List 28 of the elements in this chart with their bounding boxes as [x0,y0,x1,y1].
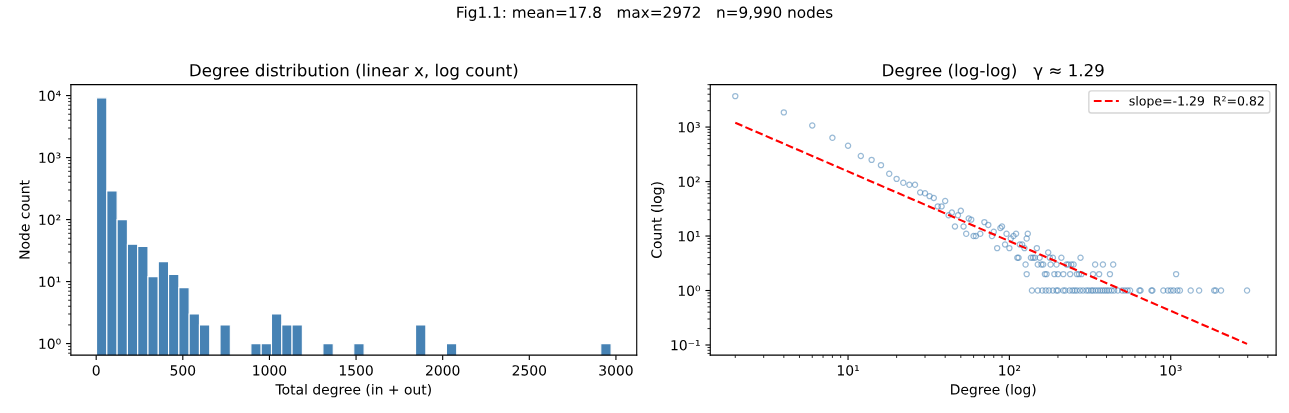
x-tick-label: 1500 [339,365,373,376]
y-tick-label: 10³ [678,122,700,133]
y-tick-label: 10¹ [39,276,61,288]
chart-title: Degree distribution (linear x, log count) [190,63,518,80]
x-tick-label: 3000 [599,365,633,376]
legend-label: slope=-1.29 R²=0.82 [1129,95,1264,109]
y-axis-title: Count (log) [650,182,665,258]
x-tick-label: 10¹ [837,365,859,376]
x-tick-label: 10² [999,365,1021,376]
y-tick-label: 10⁴ [39,90,61,102]
y-tick-label: 10² [39,214,61,226]
x-tick-label: 0 [92,365,100,376]
x-tick-label: 2500 [512,365,547,376]
x-axis-title: Total degree (in + out) [275,383,431,398]
y-tick-label: 10⁰ [678,285,701,296]
x-tick-label: 1000 [253,365,287,376]
y-tick-label: 10⁰ [39,338,61,350]
caption: Fig1.1: mean=17.8 max=2972 n=9,990 nodes [457,6,833,21]
chart-title: Degree (log-log) γ ≈ 1.29 [883,63,1104,80]
y-tick-label: 10⁻¹ [671,339,700,351]
x-tick-label: 2000 [426,365,460,376]
y-tick-label: 10² [678,176,700,188]
y-tick-label: 10¹ [678,230,700,242]
y-tick-label: 10³ [39,152,61,164]
y-axis-title: Node count [18,180,30,259]
x-axis-title: Degree (log) [951,383,1036,398]
x-tick-label: 10³ [1160,365,1182,376]
x-tick-label: 500 [170,365,196,376]
